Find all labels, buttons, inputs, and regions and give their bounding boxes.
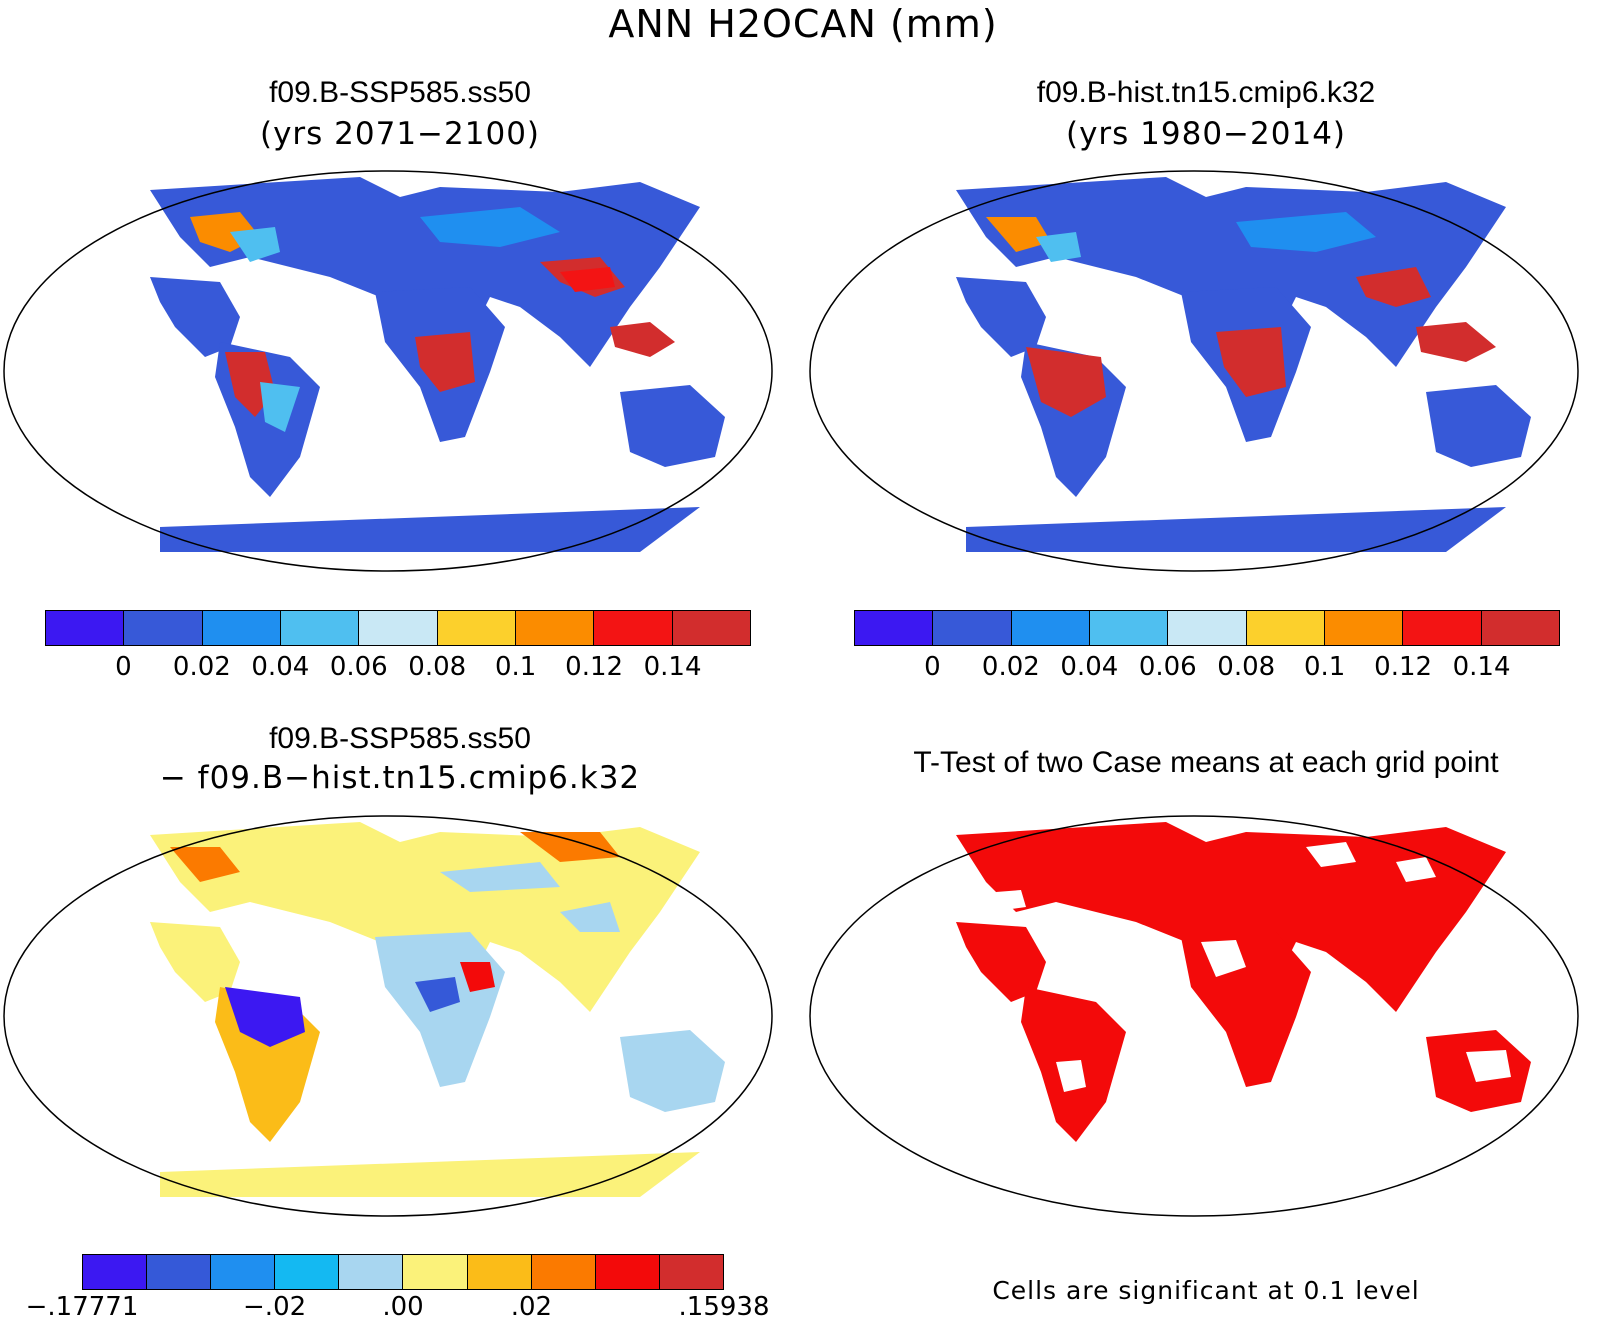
colorbar-tick-label: 0.12 [565, 652, 624, 682]
map-bottom-right-land [956, 822, 1531, 1142]
colorbar-tick-label: −.17771 [25, 1292, 139, 1322]
colorbar-tick-label: 0.1 [1303, 652, 1346, 682]
colorbar-swatch [672, 611, 750, 645]
colorbar-swatch [1403, 611, 1482, 645]
colorbar-tick-label: 0 [924, 652, 941, 682]
colorbar-tick-label: −.02 [243, 1292, 307, 1322]
map-bottom-left [3, 815, 773, 1217]
panel-top-right-title: f09.B-hist.tn15.cmip6.k32 [1036, 76, 1376, 109]
colorbar-bottom-left-ticks: −.17771 −.02 .00 .02 .15938 [26, 1292, 770, 1322]
panel-top-left-subtitle: (yrs 2071−2100) [259, 116, 541, 152]
map-bottom-right-frame [809, 815, 1579, 1217]
map-top-left-frame [3, 170, 773, 572]
colorbar-bottom-left [82, 1254, 724, 1290]
main-title: ANN H2OCAN (mm) [608, 2, 998, 46]
colorbar-swatch [83, 1255, 148, 1289]
colorbar-tick-label: 0.02 [981, 652, 1040, 682]
colorbar-swatch [855, 611, 934, 645]
colorbar-tick-label: 0.06 [1138, 652, 1197, 682]
significance-footer: Cells are significant at 0.1 level [992, 1276, 1420, 1305]
panel-bottom-left-title: f09.B-SSP585.ss50 [269, 722, 531, 755]
colorbar-swatch [933, 611, 1012, 645]
colorbar-swatch [659, 1255, 723, 1289]
map-top-left-land [150, 177, 725, 552]
panel-top-left-title: f09.B-SSP585.ss50 [269, 76, 531, 109]
colorbar-tick-label: 0 [115, 652, 132, 682]
colorbar-tick-label: .00 [382, 1292, 424, 1322]
colorbar-swatch [515, 611, 595, 645]
colorbar-swatch [280, 611, 360, 645]
colorbar-swatch [595, 1255, 660, 1289]
colorbar-tick-label: 0.04 [251, 652, 310, 682]
map-bottom-left-land [150, 822, 725, 1197]
colorbar-tick-label: 0.08 [1217, 652, 1276, 682]
colorbar-swatch [359, 611, 438, 645]
colorbar-swatch [594, 611, 673, 645]
colorbar-tick-label: 0.08 [408, 652, 467, 682]
map-top-right-frame [809, 170, 1579, 572]
colorbar-tick-label: 0.1 [494, 652, 537, 682]
colorbar-top-left-ticks: 0 0.02 0.04 0.06 0.08 0.1 0.12 0.14 [45, 652, 751, 682]
colorbar-swatch [275, 1255, 340, 1289]
map-bottom-left-frame [3, 815, 773, 1217]
panel-bottom-left-subtitle: − f09.B−hist.tn15.cmip6.k32 [159, 760, 641, 796]
colorbar-swatch [1168, 611, 1247, 645]
colorbar-swatch [403, 1255, 468, 1289]
colorbar-top-right-ticks: 0 0.02 0.04 0.06 0.08 0.1 0.12 0.14 [854, 652, 1560, 682]
colorbar-swatch [46, 611, 125, 645]
panel-bottom-right-title: T-Test of two Case means at each grid po… [913, 746, 1499, 779]
colorbar-swatch [531, 1255, 596, 1289]
map-bottom-right [809, 815, 1579, 1217]
colorbar-swatch [1089, 611, 1169, 645]
colorbar-tick-label: 0.04 [1060, 652, 1119, 682]
colorbar-tick-label: .02 [510, 1292, 553, 1322]
colorbar-swatch [124, 611, 203, 645]
colorbar-swatch [1481, 611, 1559, 645]
colorbar-tick-label: 0.14 [1452, 652, 1511, 682]
colorbar-swatch [437, 611, 516, 645]
colorbar-tick-label: 0.06 [329, 652, 388, 682]
colorbar-top-left [45, 610, 751, 646]
colorbar-swatch [1011, 611, 1090, 645]
map-top-right [809, 170, 1579, 572]
colorbar-swatch [211, 1255, 276, 1289]
colorbar-tick-label: 0.14 [643, 652, 702, 682]
colorbar-swatch [202, 611, 281, 645]
map-top-left [3, 170, 773, 572]
colorbar-top-right [854, 610, 1560, 646]
colorbar-tick-label: .15938 [678, 1292, 770, 1322]
colorbar-tick-label: 0.12 [1374, 652, 1433, 682]
colorbar-swatch [339, 1255, 404, 1289]
panel-top-right-subtitle: (yrs 1980−2014) [1065, 116, 1347, 152]
colorbar-swatch [1324, 611, 1404, 645]
colorbar-swatch [1246, 611, 1325, 645]
colorbar-swatch [147, 1255, 212, 1289]
colorbar-tick-label: 0.02 [172, 652, 231, 682]
colorbar-swatch [467, 1255, 532, 1289]
map-top-right-land [956, 177, 1531, 552]
